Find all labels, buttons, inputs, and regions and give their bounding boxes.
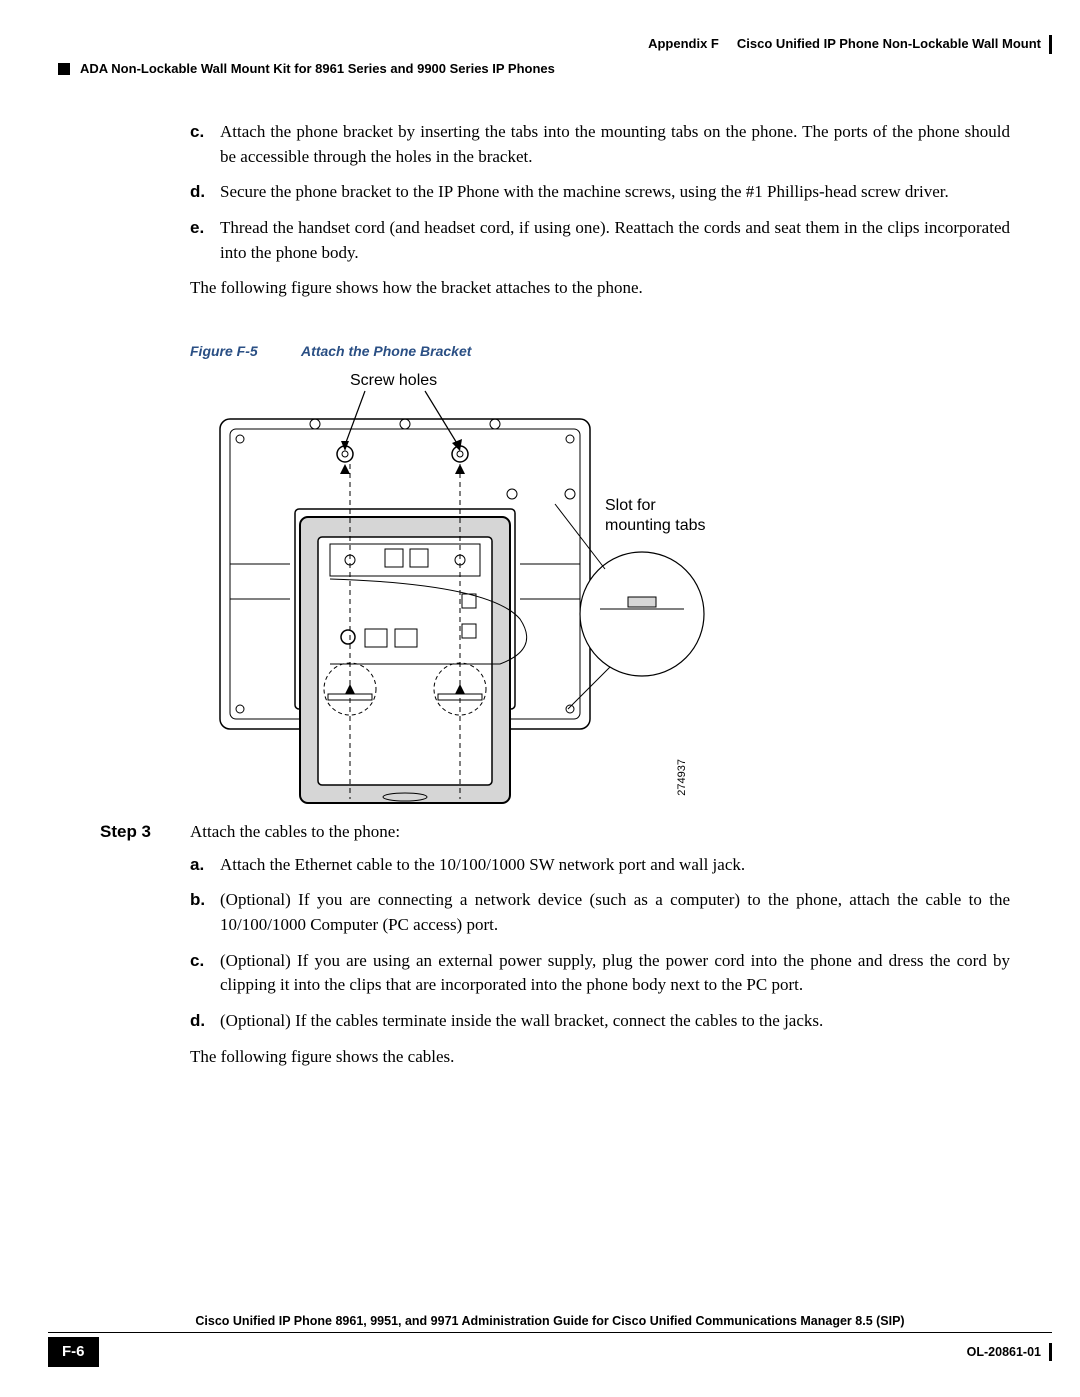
footer-doc-number: OL-20861-01 (967, 1343, 1052, 1361)
list-label: b. (190, 888, 220, 937)
label-figure-id: 274937 (675, 759, 691, 796)
list-text: (Optional) If you are connecting a netwo… (220, 888, 1010, 937)
label-slot-2: mounting tabs (605, 514, 706, 537)
page-number-badge: F-6 (48, 1337, 99, 1367)
page-header: Appendix F Cisco Unified IP Phone Non-Lo… (58, 35, 1052, 79)
list-text: Attach the Ethernet cable to the 10/100/… (220, 853, 1010, 878)
list-text: Secure the phone bracket to the IP Phone… (220, 180, 1010, 205)
list-item-c2: c. (Optional) If you are using an extern… (190, 949, 1010, 998)
bracket-diagram-svg (200, 369, 720, 814)
paragraph-2: The following figure shows the cables. (190, 1045, 1010, 1070)
step-label: Step 3 (100, 820, 190, 845)
figure-title: Attach the Phone Bracket (301, 343, 471, 359)
figure-number: Figure F-5 (190, 343, 258, 359)
list-item-b: b. (Optional) If you are connecting a ne… (190, 888, 1010, 937)
header-appendix-line: Appendix F Cisco Unified IP Phone Non-Lo… (58, 35, 1052, 54)
appendix-label: Appendix F (648, 36, 719, 51)
figure-caption: Figure F-5 Attach the Phone Bracket (190, 341, 1010, 361)
label-screw-holes: Screw holes (350, 369, 437, 392)
list-item-d: d. Secure the phone bracket to the IP Ph… (190, 180, 1010, 205)
section-title: ADA Non-Lockable Wall Mount Kit for 8961… (80, 60, 555, 79)
list-label: c. (190, 949, 220, 998)
list-label: a. (190, 853, 220, 878)
appendix-title: Cisco Unified IP Phone Non-Lockable Wall… (737, 36, 1041, 51)
list-item-c: c. Attach the phone bracket by inserting… (190, 120, 1010, 169)
list-text: (Optional) If the cables terminate insid… (220, 1009, 1010, 1034)
page-footer: Cisco Unified IP Phone 8961, 9951, and 9… (48, 1312, 1052, 1367)
list-label: d. (190, 1009, 220, 1034)
list-text: Attach the phone bracket by inserting th… (220, 120, 1010, 169)
figure-diagram: Screw holes Slot for mounting tabs 27493… (200, 369, 720, 814)
list-label: c. (190, 120, 220, 169)
list-text: (Optional) If you are using an external … (220, 949, 1010, 998)
list-item-e: e. Thread the handset cord (and headset … (190, 216, 1010, 265)
step-3-row: Step 3 Attach the cables to the phone: (190, 820, 1010, 845)
paragraph: The following figure shows how the brack… (190, 276, 1010, 301)
page-content: c. Attach the phone bracket by inserting… (190, 120, 1010, 1079)
list-label: d. (190, 180, 220, 205)
list-label: e. (190, 216, 220, 265)
step-intro: Attach the cables to the phone: (190, 820, 400, 845)
list-text: Thread the handset cord (and headset cor… (220, 216, 1010, 265)
footer-guide-title: Cisco Unified IP Phone 8961, 9951, and 9… (48, 1312, 1052, 1333)
list-item-a: a. Attach the Ethernet cable to the 10/1… (190, 853, 1010, 878)
list-item-d2: d. (Optional) If the cables terminate in… (190, 1009, 1010, 1034)
header-bullet-icon (58, 63, 70, 75)
